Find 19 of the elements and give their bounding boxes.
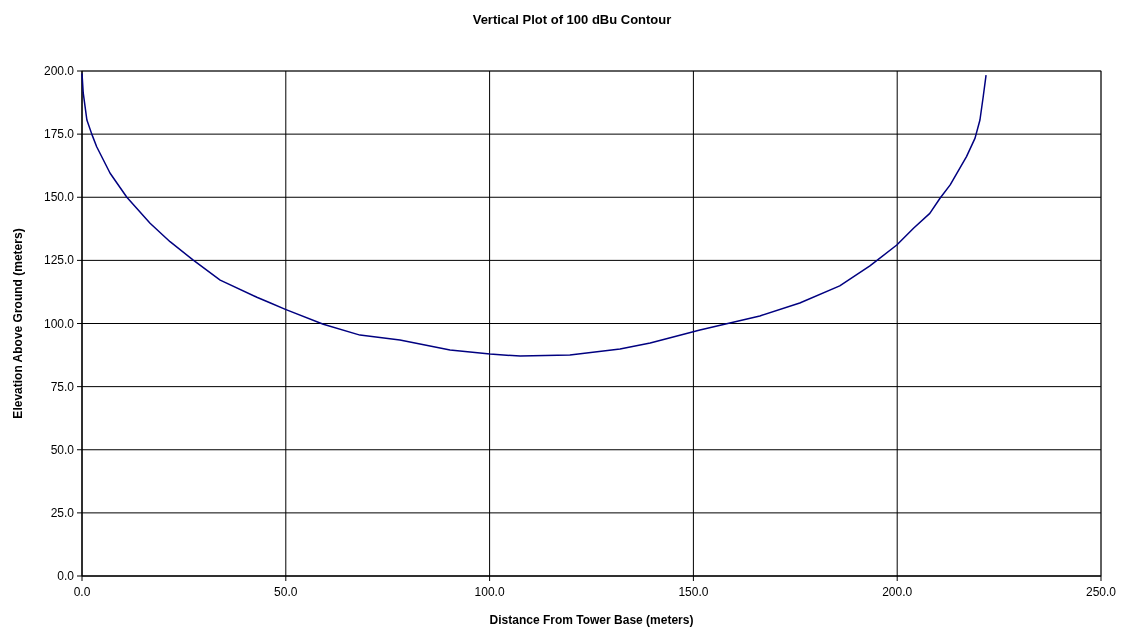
x-tick-label: 50.0 (274, 585, 298, 599)
y-tick-label: 25.0 (50, 505, 75, 520)
x-tick-label: 250.0 (1085, 585, 1117, 599)
line-series (81, 72, 987, 357)
chart-title: Vertical Plot of 100 dBu Contour (472, 12, 672, 27)
x-axis-title: Distance From Tower Base (meters) (489, 613, 694, 627)
y-tick-label: 50.0 (50, 442, 75, 457)
y-tick-label: 0.0 (57, 569, 75, 583)
x-tick-label: 100.0 (474, 585, 505, 599)
x-tick-label: 0.0 (73, 585, 91, 599)
x-tick-label: 200.0 (882, 585, 913, 599)
y-tick-label: 175.0 (43, 127, 75, 142)
y-tick-label: 200.0 (43, 64, 75, 78)
y-tick-label: 125.0 (43, 253, 75, 268)
y-tick-label: 100.0 (43, 316, 75, 331)
y-tick-label: 150.0 (43, 190, 75, 205)
y-tick-label: 75.0 (50, 379, 75, 394)
x-tick-label: 150.0 (678, 585, 709, 599)
y-axis-title: Elevation Above Ground (meters) (11, 228, 25, 419)
